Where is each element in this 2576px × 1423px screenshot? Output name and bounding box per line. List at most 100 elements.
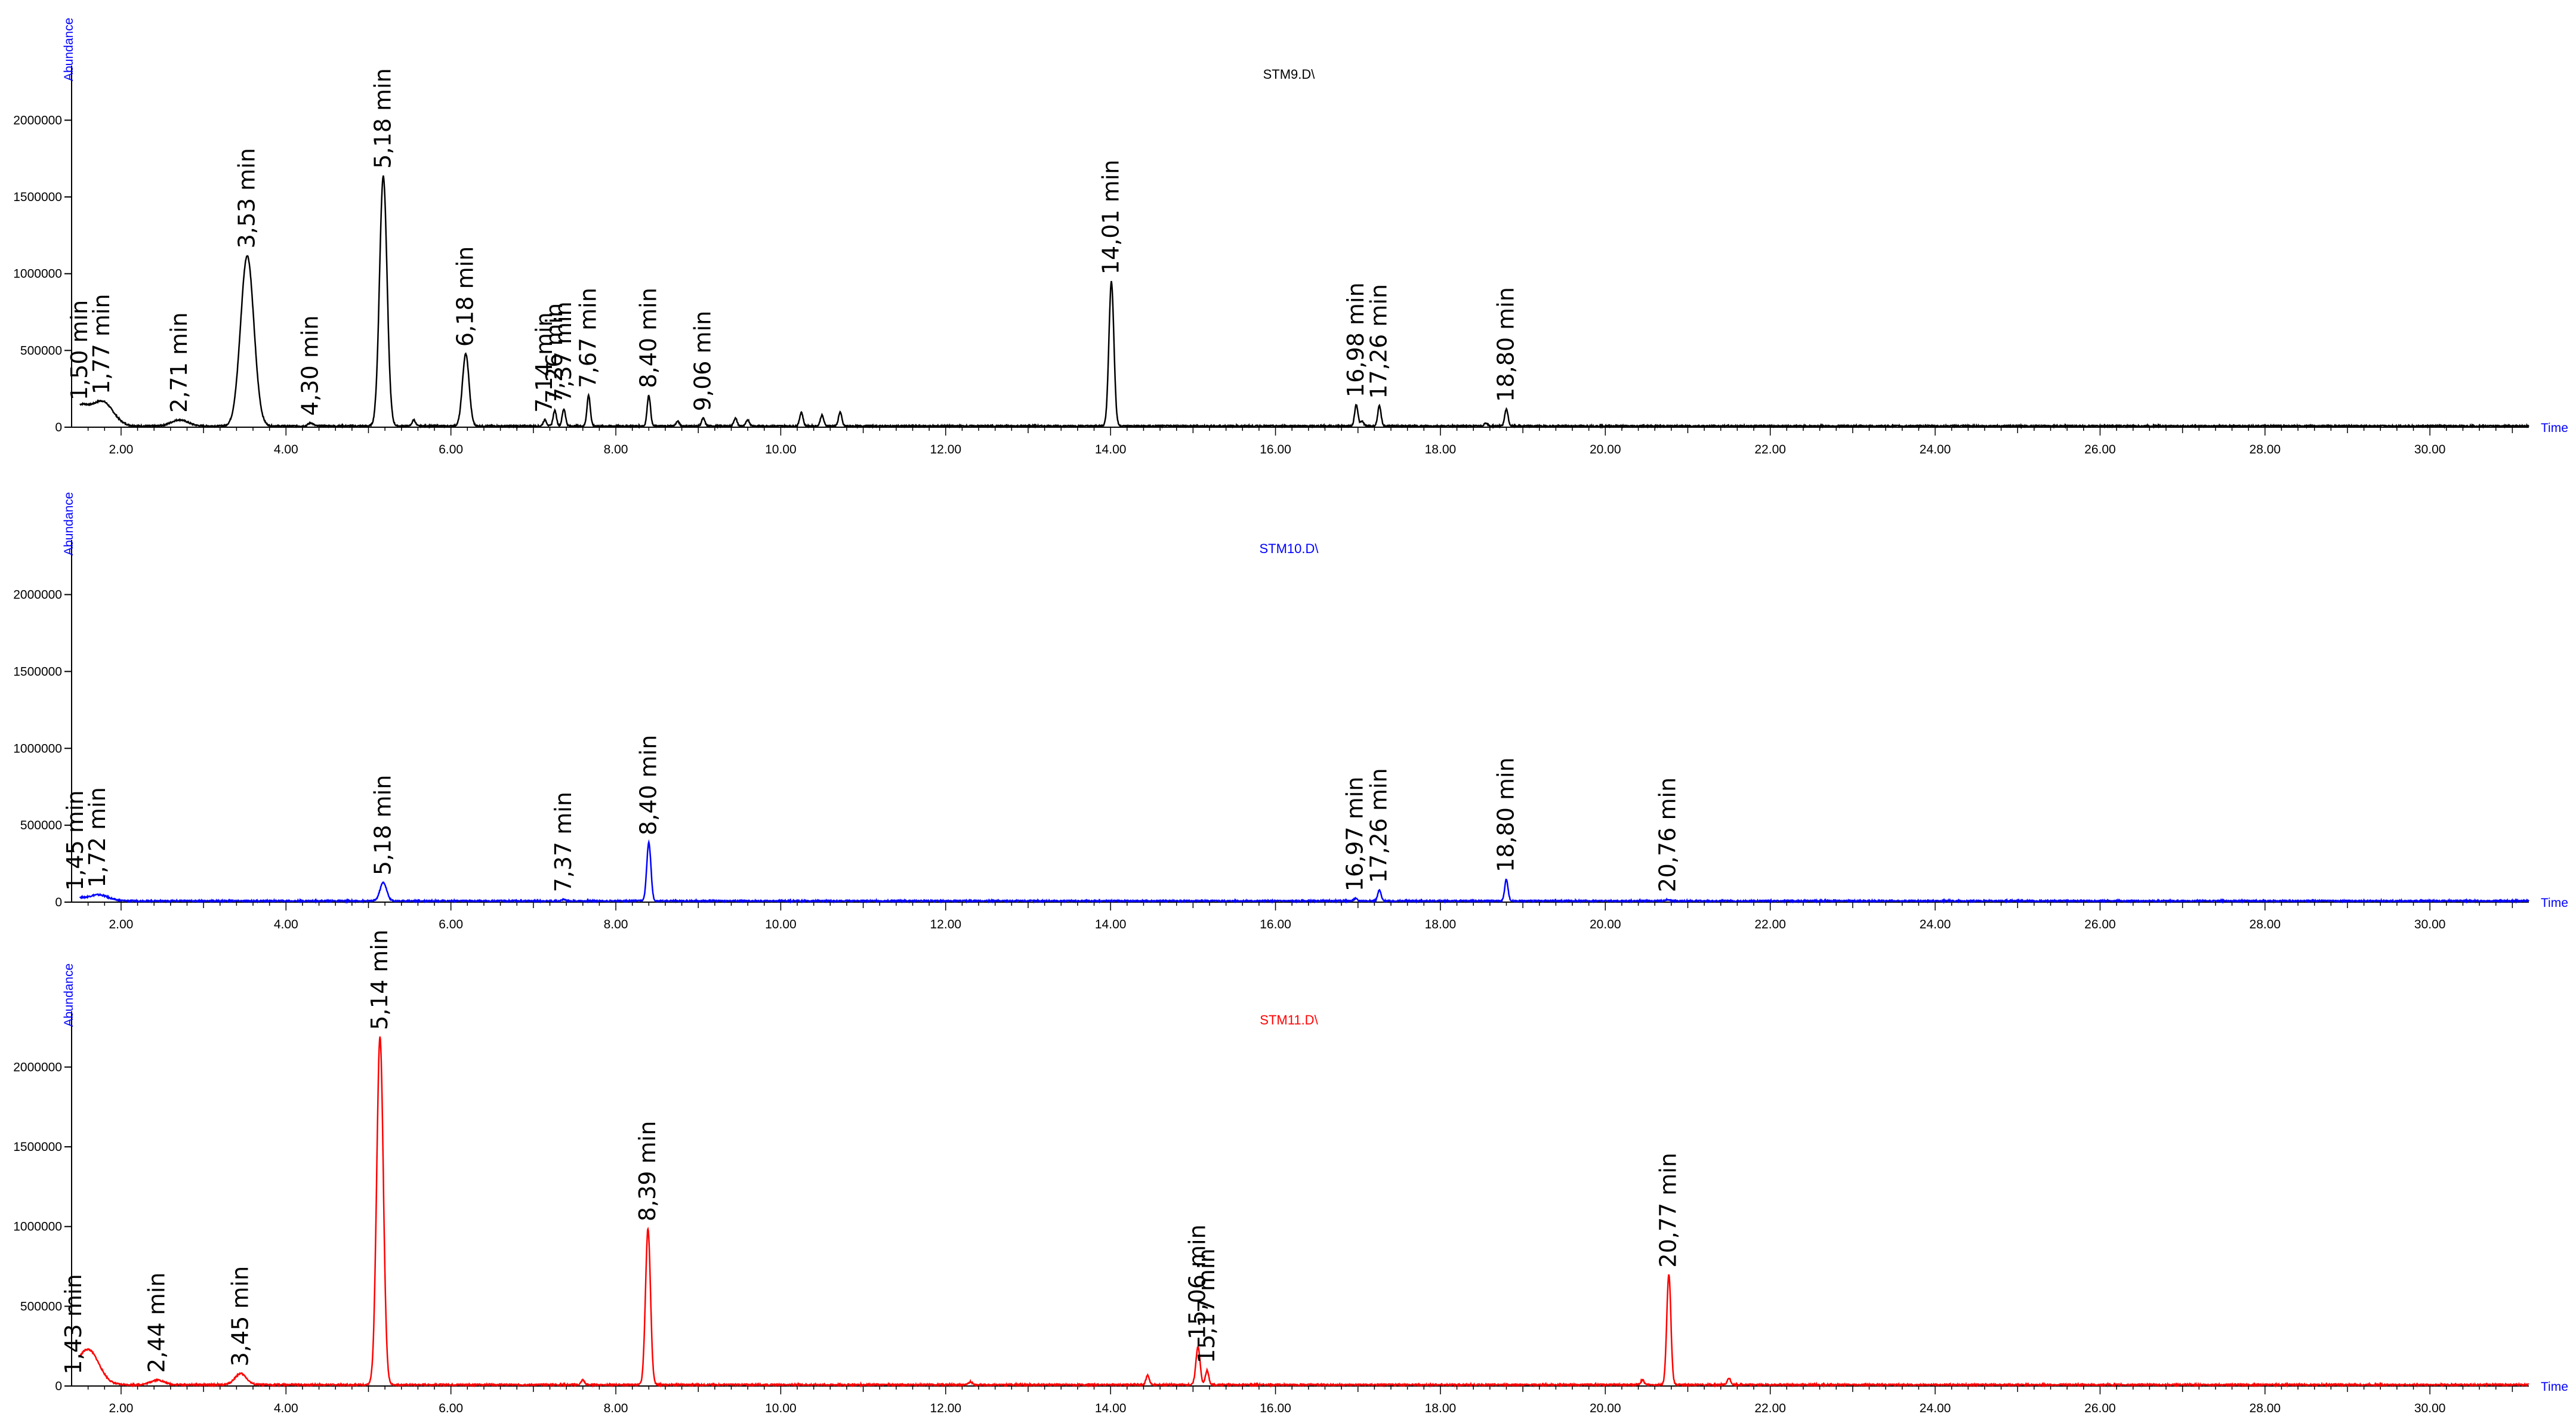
panel-title: STM10.D\ xyxy=(1259,541,1319,556)
y-axis-label: Abundance xyxy=(62,18,76,81)
x-tick-label: 26.00 xyxy=(2084,443,2116,456)
x-tick-label: 30.00 xyxy=(2414,918,2446,931)
peak-label: 3,45 min xyxy=(227,1266,253,1366)
x-tick-label: 4.00 xyxy=(274,918,298,931)
x-tick-label: 16.00 xyxy=(1260,1402,1291,1415)
x-tick-label: 30.00 xyxy=(2414,1402,2446,1415)
x-tick-label: 6.00 xyxy=(439,1402,463,1415)
x-tick-label: 28.00 xyxy=(2250,918,2281,931)
signal-trace xyxy=(79,1036,2529,1388)
x-tick-label: 12.00 xyxy=(930,918,962,931)
y-tick-label: 1000000 xyxy=(13,1220,62,1234)
x-tick-label: 24.00 xyxy=(1920,443,1951,456)
y-axis-label: Abundance xyxy=(62,964,76,1027)
peak-label: 5,18 min xyxy=(369,68,396,168)
y-tick-label: 500000 xyxy=(20,344,62,357)
x-tick-label: 10.00 xyxy=(765,918,797,931)
x-tick-label: 24.00 xyxy=(1920,1402,1951,1415)
x-tick-label: 18.00 xyxy=(1425,443,1457,456)
x-axis-label: Time xyxy=(2541,896,2568,910)
x-tick-label: 26.00 xyxy=(2084,918,2116,931)
x-tick-label: 2.00 xyxy=(109,443,133,456)
y-tick-label: 1500000 xyxy=(13,1140,62,1154)
x-tick-label: 10.00 xyxy=(765,1402,797,1415)
y-axis-label: Abundance xyxy=(62,492,76,555)
peak-label: 16,98 min xyxy=(1343,282,1369,397)
peak-label: 15,17 min xyxy=(1193,1248,1220,1363)
x-axis-label: Time xyxy=(2541,421,2568,435)
x-tick-label: 14.00 xyxy=(1095,1402,1127,1415)
peak-label: 1,72 min xyxy=(84,787,110,887)
x-axis-label: Time xyxy=(2541,1380,2568,1394)
peak-label: 8,39 min xyxy=(634,1121,661,1221)
peak-label: 4,30 min xyxy=(297,315,323,415)
peak-label: 1,77 min xyxy=(88,294,115,394)
peak-label: 2,71 min xyxy=(166,312,192,412)
x-tick-label: 2.00 xyxy=(109,1402,133,1415)
y-tick-label: 0 xyxy=(55,1379,62,1393)
x-tick-label: 22.00 xyxy=(1754,443,1786,456)
x-tick-label: 22.00 xyxy=(1754,1402,1786,1415)
x-tick-label: 8.00 xyxy=(604,918,628,931)
peak-label: 7,26 min xyxy=(541,303,567,403)
y-tick-label: 2000000 xyxy=(13,588,62,602)
x-tick-label: 6.00 xyxy=(439,443,463,456)
peak-label: 17,26 min xyxy=(1366,284,1392,399)
x-tick-label: 16.00 xyxy=(1260,918,1291,931)
x-tick-label: 18.00 xyxy=(1425,1402,1457,1415)
peak-label: 14,01 min xyxy=(1098,160,1124,275)
chart-panel-3: 0 500000 1000000 1500000 2000000 2.00 4.00 6.00… xyxy=(13,930,2568,1415)
x-tick-label: 20.00 xyxy=(1590,1402,1621,1415)
x-tick-label: 18.00 xyxy=(1425,918,1457,931)
y-tick-label: 1500000 xyxy=(13,665,62,678)
panel-title: STM9.D\ xyxy=(1263,67,1316,82)
x-tick-label: 12.00 xyxy=(930,443,962,456)
x-tick-label: 22.00 xyxy=(1754,918,1786,931)
peak-label: 1,45 min xyxy=(62,790,88,890)
y-tick-label: 500000 xyxy=(20,819,62,832)
x-tick-label: 30.00 xyxy=(2414,443,2446,456)
x-tick-label: 8.00 xyxy=(604,1402,628,1415)
peak-label: 16,97 min xyxy=(1342,777,1368,892)
peak-label: 17,26 min xyxy=(1366,768,1392,883)
peak-label: 7,67 min xyxy=(575,288,601,388)
x-tick-label: 20.00 xyxy=(1590,918,1621,931)
peak-label: 7,14 min xyxy=(531,312,557,412)
peak-label: 7,37 min xyxy=(550,301,576,402)
y-tick-label: 1500000 xyxy=(13,190,62,204)
x-tick-label: 14.00 xyxy=(1095,918,1127,931)
x-tick-label: 4.00 xyxy=(274,1402,298,1415)
signal-trace xyxy=(79,839,2529,905)
x-tick-label: 6.00 xyxy=(439,918,463,931)
chart-panel-1: 0 500000 1000000 1500000 2000000 2.00 4.00 6.00… xyxy=(13,18,2568,456)
y-tick-label: 0 xyxy=(55,896,62,909)
peak-label: 7,37 min xyxy=(550,792,576,892)
x-tick-label: 28.00 xyxy=(2250,1402,2281,1415)
peak-label: 18,80 min xyxy=(1492,287,1519,402)
x-tick-label: 4.00 xyxy=(274,443,298,456)
y-tick-label: 500000 xyxy=(20,1299,62,1313)
peak-label: 8,40 min xyxy=(635,288,661,388)
x-tick-label: 10.00 xyxy=(765,443,797,456)
y-tick-label: 1000000 xyxy=(13,267,62,281)
x-tick-label: 16.00 xyxy=(1260,443,1291,456)
peak-label: 15,06 min xyxy=(1184,1224,1211,1339)
peak-label: 2,44 min xyxy=(144,1273,170,1373)
peak-label: 5,18 min xyxy=(369,775,396,875)
y-tick-label: 1000000 xyxy=(13,742,62,755)
peak-label: 20,76 min xyxy=(1654,777,1680,893)
x-tick-label: 8.00 xyxy=(604,443,628,456)
peak-label: 9,06 min xyxy=(690,311,716,411)
panel-title: STM11.D\ xyxy=(1260,1013,1318,1027)
x-tick-label: 14.00 xyxy=(1095,443,1127,456)
peak-label: 1,43 min xyxy=(60,1274,87,1374)
peak-label: 18,80 min xyxy=(1492,757,1519,872)
peak-label: 3,53 min xyxy=(233,148,260,248)
x-tick-label: 24.00 xyxy=(1920,918,1951,931)
chart-panel-2: 0 500000 1000000 1500000 2000000 2.00 4.00 6.00… xyxy=(13,492,2568,931)
peak-label: 6,18 min xyxy=(452,246,479,347)
peak-label: 20,77 min xyxy=(1655,1153,1682,1268)
y-tick-label: 0 xyxy=(55,421,62,434)
